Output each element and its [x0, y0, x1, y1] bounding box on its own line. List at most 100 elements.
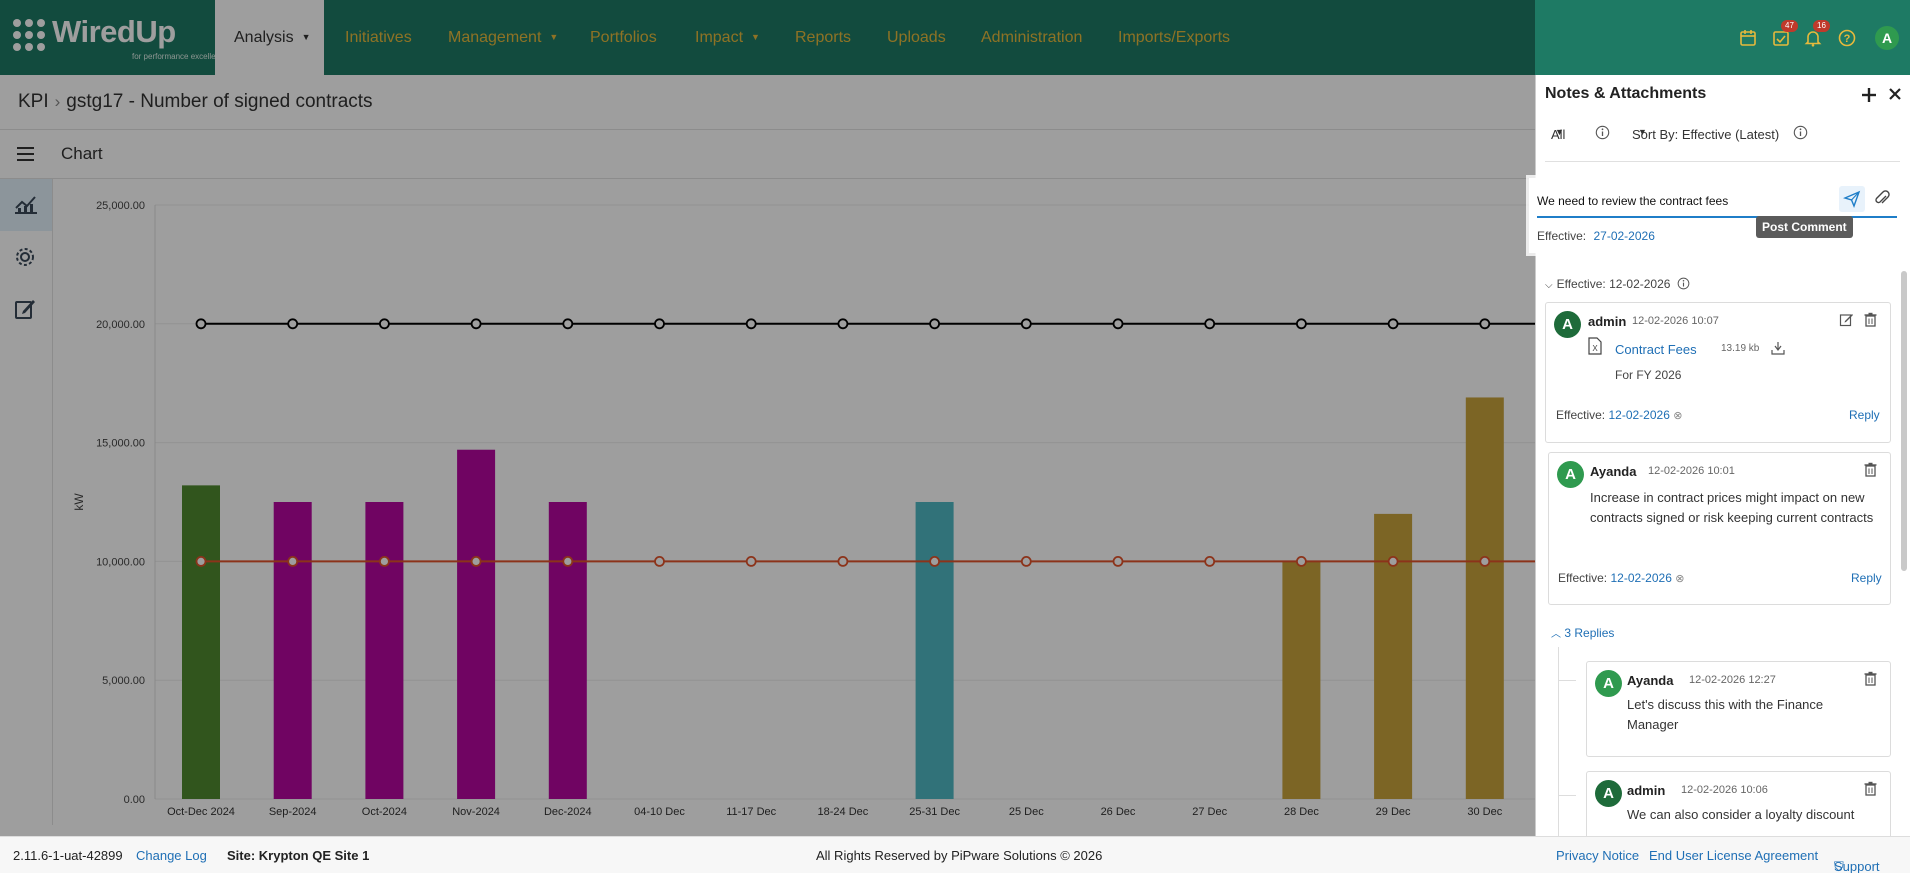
nav-imports-exports[interactable]: Imports/Exports — [1118, 29, 1231, 46]
nav-initiatives[interactable]: Initiatives — [345, 29, 412, 46]
clear-date-icon[interactable]: ⊗ — [1673, 410, 1683, 422]
edit-icon — [15, 300, 35, 319]
y-tick-label: 0.00 — [124, 794, 145, 806]
nav-impact[interactable]: Impact ▼ — [695, 0, 760, 75]
x-tick-label: 27 Dec — [1192, 806, 1227, 818]
page-title: gstg17 - Number of signed contracts — [66, 91, 373, 112]
help-icon[interactable]: ? — [1835, 26, 1859, 50]
input-underline — [1537, 216, 1897, 218]
series-point — [470, 318, 482, 330]
x-tick-label: 25-31 Dec — [909, 806, 960, 818]
clear-date-icon[interactable]: ⊗ — [1675, 573, 1685, 585]
changelog-link[interactable]: Change Log — [136, 848, 207, 863]
reply-text: Let's discuss this with the Finance Mana… — [1627, 697, 1824, 732]
rail-edit-button[interactable] — [0, 283, 52, 335]
gear-icon — [16, 248, 34, 266]
chevron-down-icon: ⌵ — [1545, 280, 1553, 291]
calendar-icon[interactable] — [1736, 26, 1760, 50]
y-tick-label: 25,000.00 — [96, 200, 145, 212]
trash-icon[interactable] — [1864, 462, 1877, 477]
add-note-icon[interactable] — [1861, 87, 1877, 103]
comment-input[interactable] — [1537, 190, 1837, 212]
series-point — [1112, 555, 1124, 567]
nav-portfolios[interactable]: Portfolios — [590, 29, 657, 46]
bell-icon[interactable]: 16 — [1801, 20, 1830, 50]
chevron-up-icon: ︿ — [1551, 629, 1561, 640]
edit-icon[interactable] — [1839, 312, 1854, 327]
send-icon — [1843, 190, 1861, 208]
breadcrumb: KPI › gstg17 - Number of signed contracts — [18, 91, 373, 113]
download-icon[interactable] — [1770, 340, 1786, 356]
sort-info-icon[interactable] — [1793, 125, 1808, 140]
filter-info-icon[interactable] — [1595, 125, 1610, 140]
breadcrumb-root[interactable]: KPI — [18, 91, 49, 112]
attach-button[interactable] — [1873, 188, 1891, 208]
note-effective-date[interactable]: 12-02-2026 — [1610, 571, 1672, 585]
nav-analysis[interactable]: Analysis ▼ — [215, 0, 324, 75]
effective-group-header[interactable]: ⌵ Effective: 12-02-2026 — [1545, 277, 1690, 291]
y-axis-label: kW — [72, 493, 86, 511]
avatar: A — [1557, 461, 1584, 488]
x-tick-label: 30 Dec — [1467, 806, 1502, 818]
reply-author: Ayanda — [1627, 673, 1674, 688]
trash-icon[interactable] — [1864, 671, 1877, 686]
note-effective: Effective: 12-02-2026 ⊗ — [1556, 408, 1682, 422]
copyright-text: All Rights Reserved by PiPware Solutions… — [816, 848, 1103, 863]
series-point — [837, 555, 849, 567]
eula-link[interactable]: End User License Agreement — [1649, 848, 1819, 863]
panel-scrollbar[interactable] — [1901, 271, 1907, 571]
excel-file-icon: X — [1588, 337, 1602, 355]
post-comment-tooltip: Post Comment — [1756, 216, 1853, 238]
chart-area: 0.00 5,000.00 10,000.00 15,000.00 20,000.00 2… — [53, 179, 1535, 825]
reply-button[interactable]: Reply — [1851, 571, 1882, 585]
series-point — [1387, 318, 1399, 330]
rail-settings-button[interactable] — [0, 231, 52, 283]
attachment-link[interactable]: Contract Fees — [1615, 342, 1697, 357]
series-point — [378, 555, 390, 567]
hamburger-menu-icon[interactable] — [15, 144, 37, 164]
rail-chart-button[interactable] — [0, 179, 52, 231]
x-tick-label: 11-17 Dec — [726, 806, 776, 818]
close-icon[interactable] — [1888, 87, 1902, 101]
privacy-notice-link[interactable]: Privacy Notice — [1556, 848, 1640, 863]
bar — [365, 502, 404, 799]
bar — [915, 502, 954, 799]
series-point — [562, 318, 574, 330]
logo-dots-icon — [13, 19, 45, 51]
series-point — [470, 555, 482, 567]
series-point — [1296, 318, 1307, 330]
nav-uploads[interactable]: Uploads — [887, 29, 946, 46]
y-tick-label: 10,000.00 — [96, 556, 145, 568]
nav-reports[interactable]: Reports — [795, 29, 852, 46]
x-tick-label: Nov-2024 — [452, 806, 500, 818]
series-point — [654, 318, 665, 330]
tasks-icon[interactable]: 47 — [1769, 20, 1798, 50]
replies-toggle[interactable]: ︿ 3 Replies — [1551, 625, 1614, 640]
wiredup-logo[interactable]: WiredUp for performance excellence — [12, 14, 229, 62]
trash-icon[interactable] — [1864, 781, 1877, 796]
nav-management[interactable]: Management ▼ — [448, 0, 558, 75]
notes-attachments-panel: Notes & Attachments All ▼ Sort By: Effec… — [1529, 75, 1910, 836]
bar — [457, 449, 496, 799]
send-button[interactable] — [1839, 186, 1865, 212]
trash-icon[interactable] — [1864, 312, 1877, 327]
note-effective-date[interactable]: 12-02-2026 — [1608, 408, 1670, 422]
reply-button[interactable]: Reply — [1849, 408, 1880, 422]
note-timestamp: 12-02-2026 10:07 — [1632, 315, 1719, 327]
y-tick-label: 15,000.00 — [96, 438, 145, 450]
series-point — [1112, 318, 1124, 330]
modal-backdrop[interactable] — [0, 0, 1535, 873]
series-point — [1204, 318, 1216, 330]
notes-list: ⌵ Effective: 12-02-2026 A admin 12-02-202… — [1536, 265, 1910, 836]
user-avatar[interactable]: A — [1875, 26, 1899, 50]
effective-date-picker[interactable]: 27-02-2026 — [1593, 229, 1655, 243]
effective-label: Effective: — [1556, 408, 1606, 422]
series-point — [929, 318, 940, 330]
note-effective: Effective: 12-02-2026 ⊗ — [1558, 571, 1684, 585]
nav-administration[interactable]: Administration — [981, 29, 1083, 46]
series-point — [745, 555, 757, 567]
series-point — [562, 555, 574, 567]
group-label: Effective: 12-02-2026 — [1556, 277, 1671, 291]
note-text: Increase in contract prices might impact… — [1590, 490, 1874, 525]
series-point — [1020, 555, 1032, 567]
